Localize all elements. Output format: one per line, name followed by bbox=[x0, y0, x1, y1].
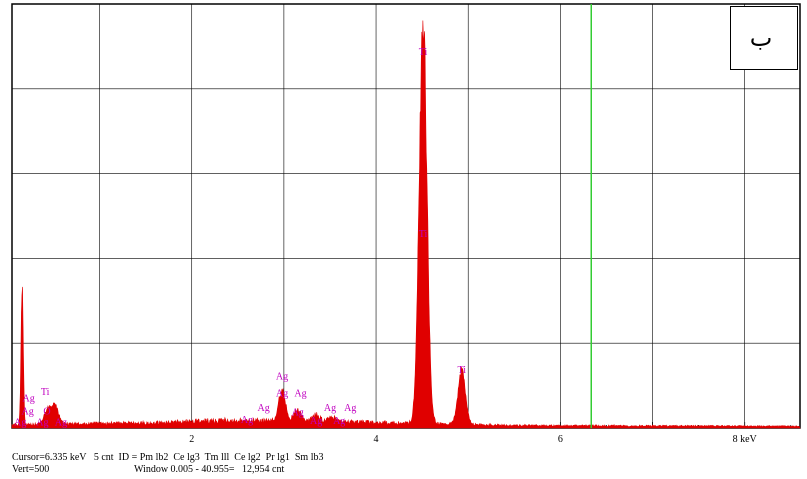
peak-label: Ag bbox=[292, 407, 304, 418]
plot-frame bbox=[11, 3, 801, 429]
peak-label: Ag bbox=[22, 406, 34, 417]
x-tick-label: 8 keV bbox=[733, 434, 758, 445]
status-vert-readout: Vert=500 bbox=[12, 464, 50, 475]
status-cursor-line: Cursor=6.335 keV 5 cnt ID = Pm lb2 Ce lg… bbox=[12, 452, 324, 463]
peak-label: Ag bbox=[310, 416, 322, 427]
peak-label: Ag bbox=[14, 417, 26, 428]
peak-label: Ag bbox=[294, 389, 306, 400]
peak-label: Ag bbox=[22, 394, 34, 405]
peak-label: Ag bbox=[276, 389, 288, 400]
peak-label: Ti bbox=[41, 387, 50, 398]
peak-label: Ag bbox=[276, 372, 288, 383]
peak-label: Ag bbox=[241, 415, 253, 426]
peak-label: Ag bbox=[36, 417, 48, 428]
peak-label: Ag bbox=[324, 403, 336, 414]
panel-label-box: ب bbox=[730, 6, 798, 70]
peak-label: Ag bbox=[333, 416, 345, 427]
peak-label: Ti bbox=[419, 229, 428, 240]
spectrum-area bbox=[11, 20, 801, 429]
peak-label: Ti bbox=[457, 365, 466, 376]
peak-label: O bbox=[43, 406, 50, 417]
x-tick-label: 6 bbox=[558, 434, 563, 445]
peak-label: Ag bbox=[344, 403, 356, 414]
peak-label: Ag bbox=[55, 417, 67, 428]
x-tick-label: 4 bbox=[374, 434, 379, 445]
peak-label: Ag bbox=[257, 403, 269, 414]
status-window-readout: Window 0.005 - 40.955= 12,954 cnt bbox=[134, 464, 285, 475]
x-tick-label: 2 bbox=[189, 434, 194, 445]
peak-label: Ti bbox=[419, 47, 428, 58]
